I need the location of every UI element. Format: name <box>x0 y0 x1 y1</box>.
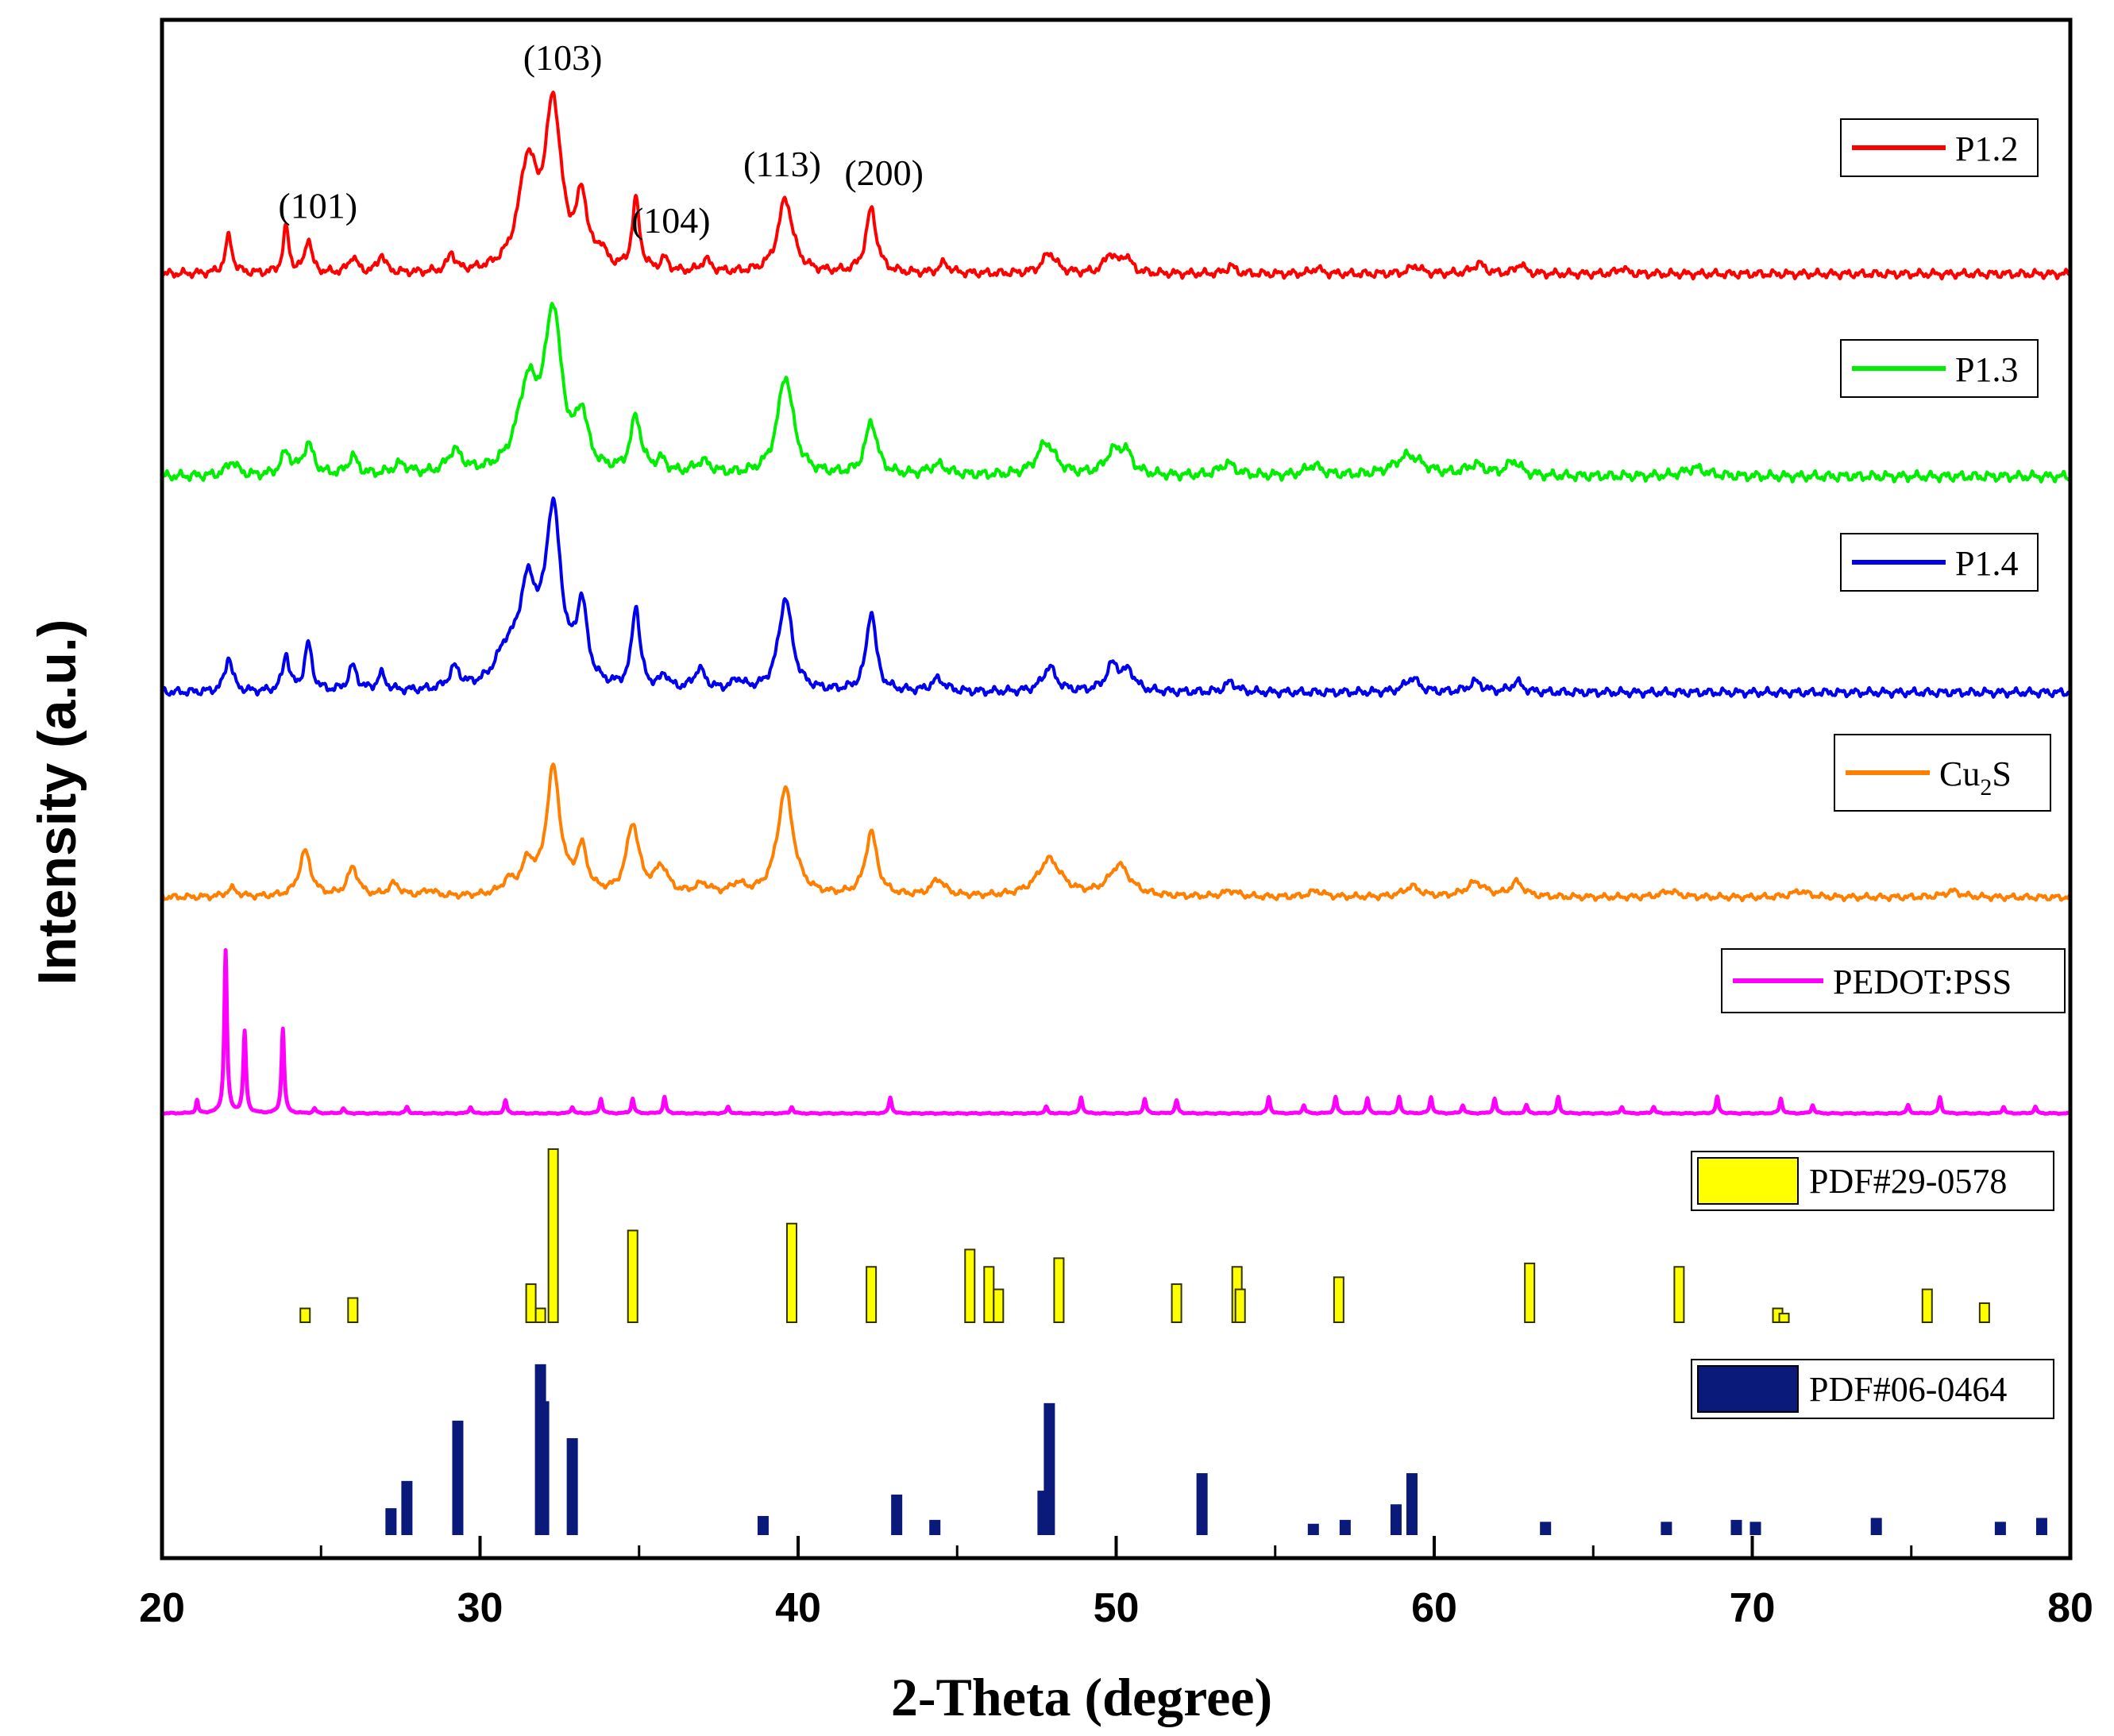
legend-label-p1-2: P1.2 <box>1955 129 2018 168</box>
ref-bar-pdf-06-0464 <box>929 1519 941 1535</box>
peak-label-layer: (101) (103) (104) (113) (200) <box>278 37 924 241</box>
series-line-p1-3 <box>160 302 2072 484</box>
peak-label: (200) <box>844 152 924 193</box>
tick-layer: 20 30 40 50 60 70 80 <box>139 1536 2093 1631</box>
ref-bar-pdf-06-0464 <box>1994 1522 2006 1536</box>
legend-swatch-pdf-06-0464 <box>1697 1365 1799 1413</box>
ref-bar-pdf-06-0464 <box>1043 1402 1055 1535</box>
ref-bar-pdf-29-0578 <box>1171 1283 1182 1324</box>
ref-bar-pdf-06-0464 <box>891 1495 903 1535</box>
series-line-cu2s <box>160 762 2072 903</box>
ref-bar-pdf-29-0578 <box>627 1229 638 1323</box>
legend-label-cu2s: Cu2S <box>1939 754 2012 800</box>
ref-bar-pdf-29-0578 <box>1053 1257 1065 1323</box>
x-tick-label: 70 <box>1730 1585 1776 1631</box>
ref-bar-pdf-06-0464 <box>1749 1522 1761 1536</box>
ref-bar-pdf-29-0578 <box>1673 1266 1685 1323</box>
legend-layer: P1.2 P1.3 P1.4 Cu2S PEDOT:PSS PDF#29-0578 PDF#… <box>1691 118 2066 1419</box>
ref-bar-pdf-06-0464 <box>538 1401 550 1536</box>
ref-bar-pdf-06-0464 <box>401 1480 413 1535</box>
y-axis-title: Intensity (a.u.) <box>27 619 87 986</box>
ref-bar-pdf-06-0464 <box>566 1437 578 1535</box>
x-axis-title: 2-Theta (degree) <box>891 1667 1272 1727</box>
ref-bar-pdf-29-0578 <box>964 1248 976 1323</box>
ref-bar-pdf-06-0464 <box>1307 1523 1319 1535</box>
series-line-p1-2 <box>160 91 2072 281</box>
ref-bar-pdf-29-0578 <box>347 1297 359 1323</box>
ref-bar-pdf-06-0464 <box>452 1420 464 1536</box>
ref-bar-pdf-29-0578 <box>1921 1288 1933 1323</box>
ref-bar-pdf-06-0464 <box>757 1515 769 1535</box>
ref-bar-pdf-29-0578 <box>1978 1302 1990 1324</box>
ref-bar-pdf-06-0464 <box>1661 1522 1672 1536</box>
ref-bar-pdf-29-0578 <box>1778 1313 1790 1323</box>
ref-bar-pdf-29-0578 <box>525 1283 537 1324</box>
ref-bar-pdf-29-0578 <box>983 1266 995 1323</box>
series-line-pedot-pss <box>160 947 2072 1117</box>
peak-label: (104) <box>631 200 711 241</box>
ref-bar-pdf-29-0578 <box>534 1307 546 1324</box>
legend-swatch-pdf-29-0578 <box>1697 1157 1799 1205</box>
legend-label-pdf-06-0464: PDF#06-0464 <box>1809 1370 2007 1409</box>
ref-bar-pdf-29-0578 <box>1333 1276 1344 1323</box>
peak-label: (113) <box>743 144 821 184</box>
plot-border <box>160 17 2073 1560</box>
peak-label: (101) <box>278 185 357 226</box>
x-tick-label: 60 <box>1411 1585 1457 1631</box>
x-tick-label: 40 <box>775 1585 821 1631</box>
ref-bar-pdf-29-0578 <box>993 1288 1005 1323</box>
series-line-p1-4 <box>160 496 2072 699</box>
legend-label-p1-3: P1.3 <box>1955 350 2018 389</box>
ref-bar-pdf-29-0578 <box>866 1266 878 1323</box>
ref-bar-pdf-06-0464 <box>1540 1522 1552 1536</box>
x-tick-label: 30 <box>457 1585 503 1631</box>
ref-bar-pdf-29-0578 <box>299 1307 311 1324</box>
ref-bar-pdf-06-0464 <box>1406 1473 1418 1536</box>
x-tick-label: 50 <box>1094 1585 1140 1631</box>
legend-label-pedot-pss: PEDOT:PSS <box>1833 963 2012 1001</box>
x-tick-label: 20 <box>139 1585 185 1631</box>
ref-bar-pdf-29-0578 <box>1524 1262 1536 1324</box>
legend-label-p1-4: P1.4 <box>1955 544 2018 583</box>
ref-bar-pdf-06-0464 <box>2035 1518 2047 1536</box>
legend-label-pdf-29-0578: PDF#29-0578 <box>1809 1162 2007 1201</box>
trace-layer <box>160 91 2072 1117</box>
ref-bar-pdf-06-0464 <box>385 1508 397 1536</box>
ref-bar-pdf-29-0578 <box>1234 1288 1246 1323</box>
ref-bar-pdf-29-0578 <box>547 1148 559 1323</box>
ref-bar-pdf-06-0464 <box>1339 1519 1351 1535</box>
ref-bar-pdf-06-0464 <box>1730 1519 1742 1535</box>
ref-bar-pdf-06-0464 <box>1390 1504 1402 1535</box>
peak-label: (103) <box>523 37 603 78</box>
ref-bar-pdf-06-0464 <box>1870 1518 1882 1536</box>
reference-bar-layer <box>299 1148 2047 1536</box>
ref-bar-pdf-06-0464 <box>1196 1473 1208 1536</box>
ref-bar-pdf-29-0578 <box>785 1222 797 1323</box>
plot-frame <box>160 17 2073 1560</box>
x-tick-label: 80 <box>2047 1585 2093 1631</box>
